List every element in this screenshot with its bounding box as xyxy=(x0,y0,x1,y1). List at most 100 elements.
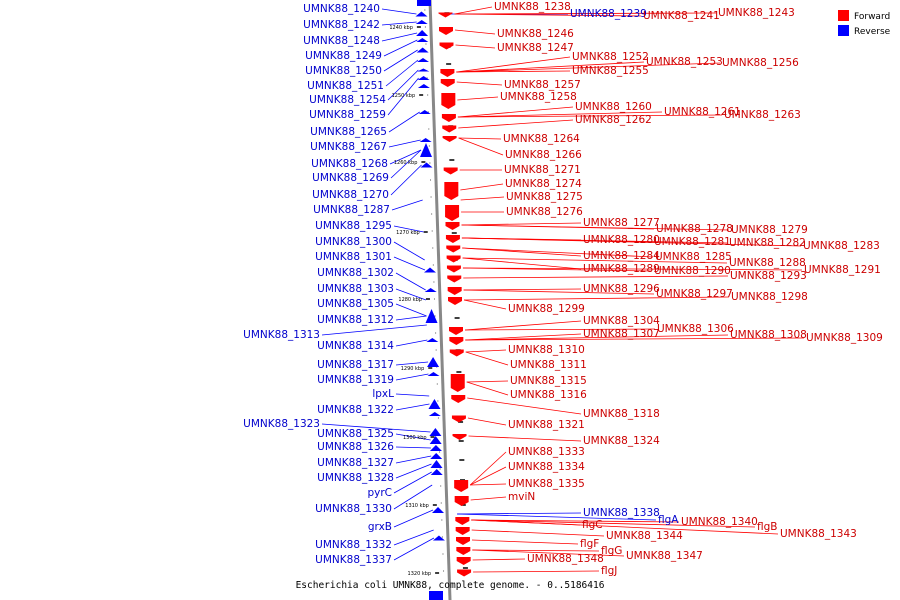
forward-gene-glyph xyxy=(449,337,464,345)
forward-leader-line xyxy=(464,320,582,331)
forward-gene-label: UMNK88_1293 xyxy=(730,270,807,282)
forward-gene-label: UMNK88_1238 xyxy=(494,1,571,13)
reverse-leader-line xyxy=(395,373,429,381)
forward-gene-label: UMNK88_1297 xyxy=(656,288,733,300)
reverse-leader-line xyxy=(381,8,417,15)
reverse-leader-line xyxy=(393,529,434,546)
forward-leader-line xyxy=(456,81,503,86)
forward-leader-line xyxy=(457,96,499,101)
scale-ticks: 1240 kbp 1250 kbp 1260 kbp 1270 kbp 1280 kbp… xyxy=(389,9,468,577)
forward-gene-label: UMNK88_1253 xyxy=(646,56,723,68)
forward-leader-line xyxy=(454,13,642,17)
forward-gene-label: UMNK88_1334 xyxy=(508,461,585,473)
forward-gene-glyph xyxy=(442,136,457,142)
forward-gene-label: UMNK88_1333 xyxy=(508,446,585,458)
forward-gene-glyph xyxy=(456,537,470,545)
forward-gene-label: UMNK88_1246 xyxy=(497,28,574,40)
forward-gene-glyph xyxy=(447,287,462,295)
forward-gene-glyph xyxy=(441,93,456,109)
reverse-leader-line xyxy=(387,69,419,101)
reverse-leader-line xyxy=(395,272,426,291)
forward-gene-glyph xyxy=(448,297,462,305)
reverse-leader-line xyxy=(388,139,421,148)
forward-leader-line xyxy=(454,6,493,15)
reverse-gene-glyph xyxy=(417,58,429,62)
reverse-gene-glyph xyxy=(420,143,432,157)
reverse-leader-line xyxy=(321,324,427,336)
forward-leader-line xyxy=(462,267,803,271)
forward-leader-line xyxy=(456,56,571,73)
reverse-gene-label: UMNK88_1305 xyxy=(317,298,394,310)
forward-gene-label: UMNK88_1308 xyxy=(730,329,807,341)
forward-leader-line xyxy=(456,62,721,73)
forward-leader-line xyxy=(472,549,600,552)
reverse-leader-line xyxy=(457,512,582,515)
forward-leader-line xyxy=(463,296,730,301)
forward-gene-label: UMNK88_1264 xyxy=(503,133,580,145)
reverse-gene-glyph xyxy=(418,110,431,114)
forward-leader-line xyxy=(462,257,728,264)
forward-leader-line xyxy=(461,224,730,231)
scale-tick-label: 1290 kbp xyxy=(401,366,425,372)
scale-tick-label: 1300 kbp xyxy=(403,435,427,441)
forward-gene-glyph xyxy=(440,69,455,77)
forward-gene-glyph xyxy=(454,496,469,506)
reverse-leader-line xyxy=(321,423,431,433)
reverse-leader-line xyxy=(395,339,428,347)
forward-gene-label: UMNK88_1318 xyxy=(583,408,660,420)
forward-gene-label: UMNK88_1289 xyxy=(583,263,660,275)
scale-tick-label: 1250 kbp xyxy=(392,93,416,99)
forward-leader-line xyxy=(462,247,654,258)
forward-gene-label: UMNK88_1261 xyxy=(664,106,741,118)
forward-gene-label: UMNK88_1296 xyxy=(583,283,660,295)
reverse-gene-glyph xyxy=(429,445,442,451)
reverse-gene-label: UMNK88_1327 xyxy=(317,457,394,469)
reverse-leader-line xyxy=(393,484,433,510)
forward-gene-label: UMNK88_1348 xyxy=(527,553,604,565)
forward-gene-label: UMNK88_1241 xyxy=(643,10,720,22)
reverse-gene-glyph xyxy=(430,460,443,468)
reverse-gene-label: UMNK88_1250 xyxy=(305,65,382,77)
reverse-gene-label: UMNK88_1265 xyxy=(310,126,387,138)
backbone-line xyxy=(428,0,452,600)
reverse-gene-glyph xyxy=(430,453,443,459)
forward-leader-line xyxy=(465,337,805,341)
forward-leader-line xyxy=(471,529,605,537)
forward-leader-line xyxy=(470,496,507,501)
reverse-gene-glyph xyxy=(430,469,443,475)
forward-leader-line xyxy=(456,61,645,73)
forward-gene-glyph xyxy=(446,245,461,253)
forward-gene-label: UMNK88_1256 xyxy=(722,57,799,69)
forward-gene-label: UMNK88_1252 xyxy=(572,51,649,63)
forward-leader-line xyxy=(457,111,663,118)
reverse-gene-label: UMNK88_1325 xyxy=(317,428,394,440)
reverse-leader-line xyxy=(395,403,430,411)
forward-gene-glyph xyxy=(455,517,470,525)
reverse-gene-glyph xyxy=(427,372,440,376)
forward-gene-glyph xyxy=(456,557,471,565)
forward-leader-line xyxy=(467,397,582,415)
forward-gene-label: UMNK88_1309 xyxy=(806,332,883,344)
scale-tick-label: 1260 kbp xyxy=(394,160,418,166)
forward-gene-label: UMNK88_1263 xyxy=(724,109,801,121)
forward-gene-glyph xyxy=(452,434,467,440)
reverse-gene-glyph xyxy=(420,162,433,168)
forward-gene-label: UMNK88_1298 xyxy=(731,291,808,303)
reverse-gene-label: UMNK88_1240 xyxy=(303,3,380,15)
forward-leader-line xyxy=(457,106,574,118)
forward-leader-line xyxy=(454,12,717,15)
forward-leader-line xyxy=(464,328,656,331)
forward-gene-label: UMNK88_1277 xyxy=(583,217,660,229)
reverse-gene-glyph xyxy=(415,11,428,17)
forward-leader-line xyxy=(471,519,779,535)
forward-gene-glyph xyxy=(446,255,461,263)
forward-gene-glyph xyxy=(438,12,453,18)
reverse-gene-label: UMNK88_1249 xyxy=(305,50,382,62)
forward-gene-label: UMNK88_1258 xyxy=(500,91,577,103)
forward-leader-line xyxy=(466,380,509,383)
caption: Escherichia coli UMNK88, complete genome… xyxy=(296,580,605,591)
reverse-gene-label: UMNK88_1312 xyxy=(317,314,394,326)
bottom-block xyxy=(429,591,443,600)
scale-tick-label: 1310 kbp xyxy=(405,503,429,509)
